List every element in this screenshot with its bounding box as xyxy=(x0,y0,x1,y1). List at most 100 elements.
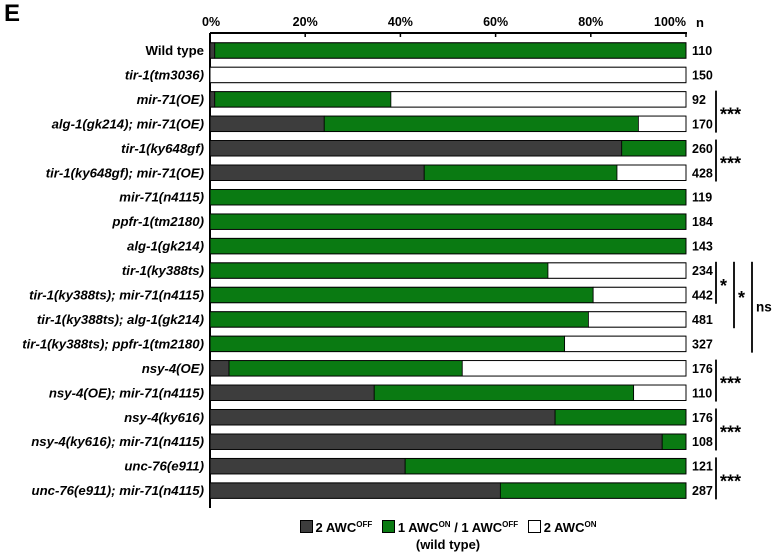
bar-mixed-15 xyxy=(554,409,687,426)
bar-off-5 xyxy=(209,164,425,181)
legend-mixed-num2: 1 xyxy=(461,520,469,535)
n-value-18: 287 xyxy=(692,484,713,498)
bar-outline-5 xyxy=(209,164,687,181)
bar-mixed-0 xyxy=(214,42,687,59)
sig-label-3: * xyxy=(738,288,745,308)
legend-swatch-mixed xyxy=(381,520,395,533)
n-value-14: 110 xyxy=(692,386,712,400)
bar-off-0 xyxy=(209,42,216,59)
category-label-2: mir-71(OE) xyxy=(137,92,204,107)
legend-note: (wild type) xyxy=(415,537,481,552)
bar-off-14 xyxy=(209,384,375,401)
bar-off-18 xyxy=(209,482,501,499)
bar-mixed-11 xyxy=(209,311,589,328)
n-value-2: 92 xyxy=(692,93,706,107)
bar-outline-9 xyxy=(209,262,687,279)
bar-outline-11 xyxy=(209,311,687,328)
bar-outline-15 xyxy=(209,409,687,426)
legend-off-num: 2 xyxy=(315,520,323,535)
category-label-14: nsy-4(OE); mir-71(n4115) xyxy=(49,385,204,400)
n-value-5: 428 xyxy=(692,166,713,180)
legend-item-on: 2 AWCON xyxy=(527,520,597,535)
n-value-15: 176 xyxy=(692,411,713,425)
sig-label-6: *** xyxy=(720,422,741,442)
bar-mixed-17 xyxy=(404,457,687,475)
bar-outline-13 xyxy=(209,360,687,377)
n-value-6: 119 xyxy=(692,191,712,205)
bar-mixed-16 xyxy=(661,433,687,450)
bar-mixed-5 xyxy=(423,164,618,181)
category-label-16: nsy-4(ky616); mir-71(n4115) xyxy=(31,434,204,449)
n-header: n xyxy=(696,15,704,30)
category-label-0: Wild type xyxy=(146,43,205,58)
bar-off-4 xyxy=(209,140,623,157)
bar-on-12 xyxy=(564,335,687,353)
category-label-8: alg-1(gk214) xyxy=(127,239,204,254)
category-label-15: nsy-4(ky616) xyxy=(124,410,204,425)
category-label-1: tir-1(tm3036) xyxy=(125,67,204,82)
n-value-3: 170 xyxy=(692,117,713,131)
legend-off-base: AWC xyxy=(325,520,357,535)
legend-mixed-sup2: OFF xyxy=(502,520,519,529)
n-value-7: 184 xyxy=(692,215,713,229)
legend-item-mixed: 1 AWCON / 1 AWCOFF xyxy=(381,520,522,535)
bar-off-17 xyxy=(209,457,406,475)
legend-on-sup: ON xyxy=(584,520,597,529)
x-tick-label-0: 0% xyxy=(202,15,220,29)
category-label-18: unc-76(e911); mir-71(n4115) xyxy=(32,483,204,498)
n-value-10: 442 xyxy=(692,289,713,303)
bar-on-9 xyxy=(547,262,687,279)
bar-outline-14 xyxy=(209,384,687,401)
x-tick-label-1: 20% xyxy=(293,15,318,29)
sig-label-7: *** xyxy=(720,471,741,491)
x-tick-label-3: 60% xyxy=(483,15,508,29)
bar-outline-10 xyxy=(209,286,687,304)
category-label-13: nsy-4(OE) xyxy=(142,361,204,376)
bar-mixed-10 xyxy=(209,286,594,304)
bar-off-15 xyxy=(209,409,556,426)
legend-on-base: AWC xyxy=(554,520,585,535)
bar-mixed-2 xyxy=(214,91,392,108)
x-tick-label-2: 40% xyxy=(388,15,413,29)
n-value-0: 110 xyxy=(692,44,712,58)
bar-on-2 xyxy=(390,91,687,108)
bar-outline-0 xyxy=(209,42,687,59)
legend-swatch-on xyxy=(527,520,541,533)
x-tick-label-5: 100% xyxy=(654,15,686,29)
n-value-17: 121 xyxy=(692,460,713,474)
bar-mixed-13 xyxy=(228,360,463,377)
legend-mixed-base2: AWC xyxy=(471,520,503,535)
bar-outline-17 xyxy=(209,457,687,475)
bar-on-3 xyxy=(638,115,687,132)
bar-mixed-6 xyxy=(209,189,687,206)
n-value-9: 234 xyxy=(692,264,713,278)
n-value-4: 260 xyxy=(692,142,713,156)
chart-legend: 2 AWCOFF 1 AWCON / 1 AWCOFF 2 AWCON (wil… xyxy=(210,516,686,553)
bar-on-14 xyxy=(633,384,687,401)
sig-label-2: * xyxy=(720,276,727,296)
sig-label-5: *** xyxy=(720,374,741,394)
n-value-11: 481 xyxy=(692,313,713,327)
bar-mixed-7 xyxy=(209,213,687,230)
bar-off-2 xyxy=(209,91,216,108)
category-label-7: ppfr-1(tm2180) xyxy=(111,214,204,229)
bar-off-3 xyxy=(209,115,325,132)
category-label-12: tir-1(ky388ts); ppfr-1(tm2180) xyxy=(22,336,204,351)
legend-off-sup: OFF xyxy=(356,520,373,529)
bar-outline-4 xyxy=(209,140,687,157)
bar-on-5 xyxy=(616,164,687,181)
bar-on-13 xyxy=(461,360,687,377)
bar-mixed-12 xyxy=(209,335,566,353)
stacked-bar-chart: 0% 20% 40% 60% 80% 100% n Wild type 110 tir-1(tm3… xyxy=(22,15,772,508)
bar-mixed-3 xyxy=(323,115,639,132)
bar-on-10 xyxy=(592,286,687,304)
n-value-16: 108 xyxy=(692,435,713,449)
legend-mixed-sup1: ON xyxy=(438,520,451,529)
category-label-3: alg-1(gk214); mir-71(OE) xyxy=(52,116,204,131)
category-label-5: tir-1(ky648gf); mir-71(OE) xyxy=(46,165,204,180)
n-value-1: 150 xyxy=(692,68,713,82)
bar-on-1 xyxy=(209,66,687,84)
legend-mixed-num1: 1 xyxy=(397,520,406,535)
bar-mixed-8 xyxy=(209,237,687,255)
bar-outline-6 xyxy=(209,188,687,206)
